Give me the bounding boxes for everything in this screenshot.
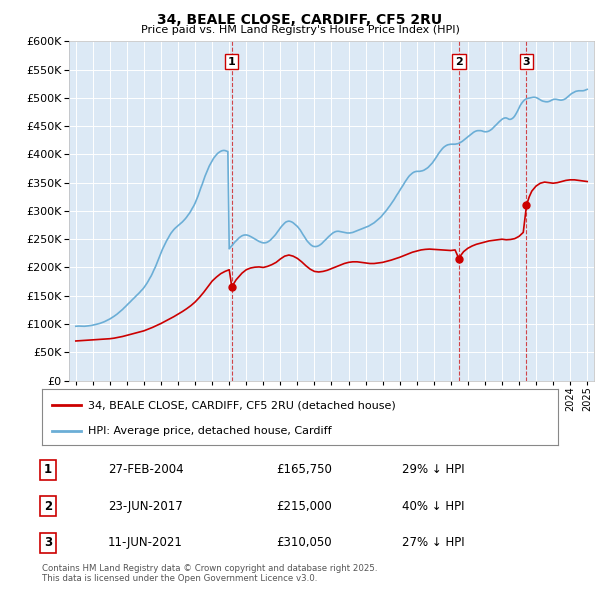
Text: 11-JUN-2021: 11-JUN-2021 [108,536,183,549]
Text: HPI: Average price, detached house, Cardiff: HPI: Average price, detached house, Card… [88,427,332,437]
Text: 27% ↓ HPI: 27% ↓ HPI [402,536,464,549]
Text: 34, BEALE CLOSE, CARDIFF, CF5 2RU (detached house): 34, BEALE CLOSE, CARDIFF, CF5 2RU (detac… [88,400,396,410]
Text: 34, BEALE CLOSE, CARDIFF, CF5 2RU: 34, BEALE CLOSE, CARDIFF, CF5 2RU [157,13,443,27]
Text: 3: 3 [44,536,52,549]
Text: Price paid vs. HM Land Registry's House Price Index (HPI): Price paid vs. HM Land Registry's House … [140,25,460,35]
Text: 1: 1 [228,57,236,67]
Text: £215,000: £215,000 [276,500,332,513]
Text: 2: 2 [455,57,463,67]
Text: £310,050: £310,050 [276,536,332,549]
Text: 23-JUN-2017: 23-JUN-2017 [108,500,183,513]
Text: 27-FEB-2004: 27-FEB-2004 [108,463,184,476]
Text: 40% ↓ HPI: 40% ↓ HPI [402,500,464,513]
Text: 29% ↓ HPI: 29% ↓ HPI [402,463,464,476]
Text: 2: 2 [44,500,52,513]
Text: 3: 3 [523,57,530,67]
Text: £165,750: £165,750 [276,463,332,476]
Text: 1: 1 [44,463,52,476]
Text: Contains HM Land Registry data © Crown copyright and database right 2025.
This d: Contains HM Land Registry data © Crown c… [42,564,377,584]
